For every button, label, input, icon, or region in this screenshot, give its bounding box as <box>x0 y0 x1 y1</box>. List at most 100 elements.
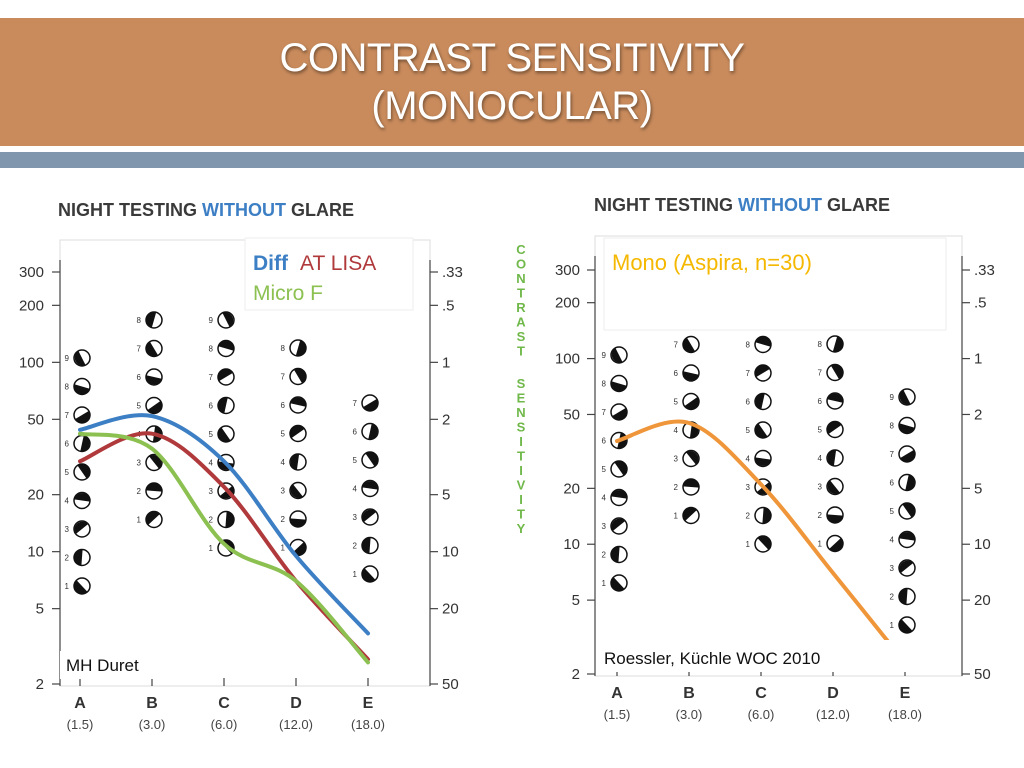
test-marker-fill <box>145 511 160 525</box>
vertical-label-letter: I <box>519 434 523 449</box>
y-tick-label-left: 200 <box>19 297 44 314</box>
vertical-label-letter: S <box>517 329 526 344</box>
test-marker-number: 2 <box>137 487 142 496</box>
test-marker-number: 3 <box>746 483 751 492</box>
y-tick-label-left: 5 <box>36 601 44 618</box>
test-marker-number: 2 <box>65 554 70 563</box>
test-marker-fill <box>292 542 307 556</box>
chart-title: NIGHT TESTING WITHOUT GLARE <box>594 195 890 215</box>
test-marker-fill <box>74 493 90 502</box>
test-marker-number: 8 <box>65 383 70 392</box>
vertical-label-letter: T <box>517 286 525 301</box>
test-marker-fill <box>830 364 844 380</box>
x-tick-label: D <box>290 695 302 712</box>
y-tick-label-right: 50 <box>974 666 991 683</box>
test-marker-number: 2 <box>353 542 358 551</box>
y-tick-label-left: 300 <box>555 262 580 279</box>
test-marker-fill <box>146 375 162 385</box>
test-marker-number: 6 <box>137 373 142 382</box>
chart-2: NIGHT TESTING WITHOUT GLARE 300 200 100 50 20… <box>555 195 995 722</box>
chart-title-part: WITHOUT <box>738 195 822 215</box>
test-marker-fill <box>147 400 163 414</box>
test-marker-number: 6 <box>746 398 751 407</box>
x-tick-label: A <box>74 695 86 712</box>
test-marker-fill <box>898 588 908 605</box>
test-marker-fill <box>682 337 696 353</box>
test-marker-fill <box>754 423 768 439</box>
test-marker-number: 2 <box>746 512 751 521</box>
test-marker-number: 7 <box>890 450 895 459</box>
test-marker-number: 6 <box>65 440 70 449</box>
test-marker-fill <box>898 619 913 634</box>
test-marker-number: 2 <box>674 483 679 492</box>
test-marker-number: 7 <box>674 341 679 350</box>
test-marker-number: 5 <box>353 456 358 465</box>
test-marker-fill <box>362 509 377 522</box>
y-tick-label-left: 20 <box>27 487 44 504</box>
test-marker-number: 4 <box>209 459 214 468</box>
test-marker-fill <box>610 546 620 563</box>
chart-title-part: GLARE <box>822 195 890 215</box>
y-tick-label-right: .5 <box>442 297 455 314</box>
test-marker-number: 7 <box>137 345 142 354</box>
test-marker-number: 8 <box>209 345 214 354</box>
test-marker-fill <box>899 389 911 405</box>
test-marker-number: 1 <box>65 582 70 591</box>
x-tick-sublabel: (1.5) <box>604 707 631 722</box>
test-marker-number: 6 <box>353 428 358 437</box>
x-tick-sublabel: (3.0) <box>139 717 166 732</box>
test-marker-number: 5 <box>746 426 751 435</box>
legend-line-1: Diff AT LISA <box>253 252 376 275</box>
test-marker-number: 3 <box>818 483 823 492</box>
test-marker-fill <box>73 549 83 566</box>
vertical-label-letter: C <box>516 242 526 257</box>
test-marker-fill <box>827 480 840 495</box>
test-marker-fill <box>905 474 915 491</box>
vertical-label-letter: R <box>516 300 526 315</box>
test-marker-fill <box>611 347 623 363</box>
test-marker-number: 2 <box>209 516 214 525</box>
chart-title-part: GLARE <box>286 200 354 220</box>
test-marker-number: 8 <box>890 422 895 431</box>
y-tick-label-right: 50 <box>442 676 459 693</box>
x-tick-sublabel: (6.0) <box>211 717 238 732</box>
chart-title-part: WITHOUT <box>202 200 286 220</box>
test-marker-fill <box>289 425 305 439</box>
y-tick-label-right: .33 <box>974 262 995 279</box>
test-marker-fill <box>755 393 765 410</box>
test-marker-number: 7 <box>281 373 286 382</box>
chart-title: NIGHT TESTING WITHOUT GLARE <box>58 200 354 220</box>
test-marker-number: 4 <box>602 494 607 503</box>
y-tick-label-right: .5 <box>974 295 987 312</box>
test-marker-number: 5 <box>674 398 679 407</box>
y-tick-label-right: 20 <box>974 592 991 609</box>
test-marker-fill <box>218 340 235 351</box>
y-tick-label-left: 50 <box>563 406 580 423</box>
title-bar <box>0 18 1024 146</box>
test-marker-number: 2 <box>281 515 286 524</box>
test-marker-number: 1 <box>818 540 823 549</box>
test-marker-number: 5 <box>602 465 607 474</box>
x-tick-sublabel: (18.0) <box>351 717 385 732</box>
test-marker-fill <box>218 397 228 414</box>
test-marker-fill <box>146 482 163 492</box>
test-marker-number: 1 <box>890 621 895 630</box>
vertical-label-letter: O <box>516 257 526 272</box>
test-marker-number: 2 <box>818 511 823 520</box>
slide-subtitle: (MONOCULAR) <box>371 84 653 128</box>
test-marker-number: 8 <box>746 341 751 350</box>
test-marker-fill <box>829 538 844 552</box>
test-marker-fill <box>682 507 697 521</box>
test-marker-fill <box>290 484 303 499</box>
x-tick-sublabel: (3.0) <box>676 707 703 722</box>
test-marker-number: 3 <box>209 487 214 496</box>
legend-item-micro-f: Micro F <box>253 282 323 305</box>
test-marker-fill <box>898 423 915 434</box>
x-tick-sublabel: (1.5) <box>67 717 94 732</box>
y-tick-label-right: 20 <box>442 601 459 618</box>
test-marker-fill <box>145 311 157 328</box>
test-marker-fill <box>73 580 88 595</box>
y-tick-label-left: 50 <box>27 411 44 428</box>
y-tick-label-left: 200 <box>555 295 580 312</box>
